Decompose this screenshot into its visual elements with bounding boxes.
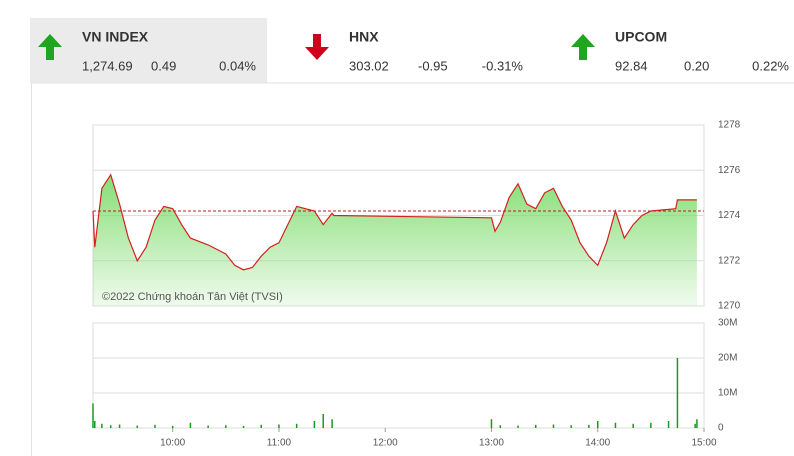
volume-bar: [331, 419, 333, 428]
ticker[interactable]: UPCOM 92.84 0.20 0.22%: [571, 29, 789, 74]
index-name: UPCOM: [615, 29, 667, 45]
volume-bar: [92, 403, 94, 428]
volume-bar: [136, 425, 139, 428]
volume-bar: [676, 358, 679, 428]
volume-bar: [632, 423, 634, 428]
volume-bar: [94, 421, 96, 428]
volume-bar: [260, 424, 262, 428]
y-tick-label: 1276: [718, 165, 741, 176]
volume-bar: [109, 425, 112, 428]
volume-bar: [225, 425, 227, 428]
watermark: ©2022 Chứng khoán Tân Việt (TVSI): [102, 291, 283, 303]
price-area: [93, 174, 697, 306]
volume-bar: [207, 425, 209, 428]
volume-bar: [552, 424, 555, 428]
index-value: 92.84: [615, 58, 648, 73]
volume-bar: [696, 419, 698, 428]
y-tick-label: 1272: [718, 255, 741, 266]
index-percent: 0.22%: [752, 58, 789, 73]
x-tick-label: 10:00: [160, 438, 185, 449]
plot-frame: [92, 322, 705, 429]
y-tick-label: 20M: [718, 353, 737, 364]
y-tick-label: 0: [718, 423, 724, 434]
volume-bar: [694, 423, 696, 428]
volume-bar: [650, 422, 652, 428]
y-tick-label: 10M: [718, 388, 737, 399]
volume-bar: [667, 421, 670, 428]
volume-bar: [535, 424, 537, 428]
index-value: 1,274.69: [82, 58, 133, 73]
y-tick-label: 1278: [718, 120, 741, 131]
volume-bar: [242, 425, 245, 428]
index-name: HNX: [349, 29, 379, 45]
volume-bar: [499, 425, 502, 428]
price-line: [92, 173, 697, 271]
trend-arrow: [571, 34, 595, 60]
index-change: 0.49: [151, 58, 176, 73]
volume-bar: [171, 425, 174, 428]
y-tick-label: 30M: [718, 318, 737, 329]
volume-bar: [596, 421, 599, 428]
trend-arrow: [38, 34, 62, 60]
index-percent: -0.31%: [482, 58, 524, 73]
volume-bar: [313, 421, 316, 428]
ticker[interactable]: VN INDEX 1,274.69 0.49 0.04%: [38, 29, 256, 74]
trend-arrow: [305, 34, 329, 60]
volume-bar: [189, 422, 192, 428]
volume-bar: [101, 423, 103, 428]
volume-bar: [490, 419, 493, 428]
ticker[interactable]: HNX 303.02 -0.95 -0.31%: [305, 29, 523, 74]
volume-bar: [278, 424, 280, 428]
x-tick-label: 15:00: [691, 438, 716, 449]
x-tick-label: 12:00: [373, 438, 398, 449]
active-tab: [30, 18, 267, 83]
x-tick-label: 13:00: [479, 438, 504, 449]
index-change: -0.95: [418, 58, 448, 73]
y-tick-label: 1274: [718, 210, 741, 221]
y-tick-label: 1270: [718, 301, 741, 312]
volume-bar: [588, 424, 590, 428]
volume-bar: [570, 425, 572, 428]
x-tick-label: 11:00: [267, 438, 292, 449]
volume-bar: [118, 424, 121, 428]
volume-bar: [295, 423, 298, 428]
volume-bar: [154, 424, 156, 428]
volume-bar: [322, 414, 324, 428]
index-value: 303.02: [349, 58, 389, 73]
index-percent: 0.04%: [219, 58, 256, 73]
index-change: 0.20: [684, 58, 709, 73]
x-tick-label: 14:00: [585, 438, 610, 449]
volume-bar: [614, 422, 617, 428]
volume-bar: [517, 425, 519, 428]
index-name: VN INDEX: [82, 29, 149, 45]
